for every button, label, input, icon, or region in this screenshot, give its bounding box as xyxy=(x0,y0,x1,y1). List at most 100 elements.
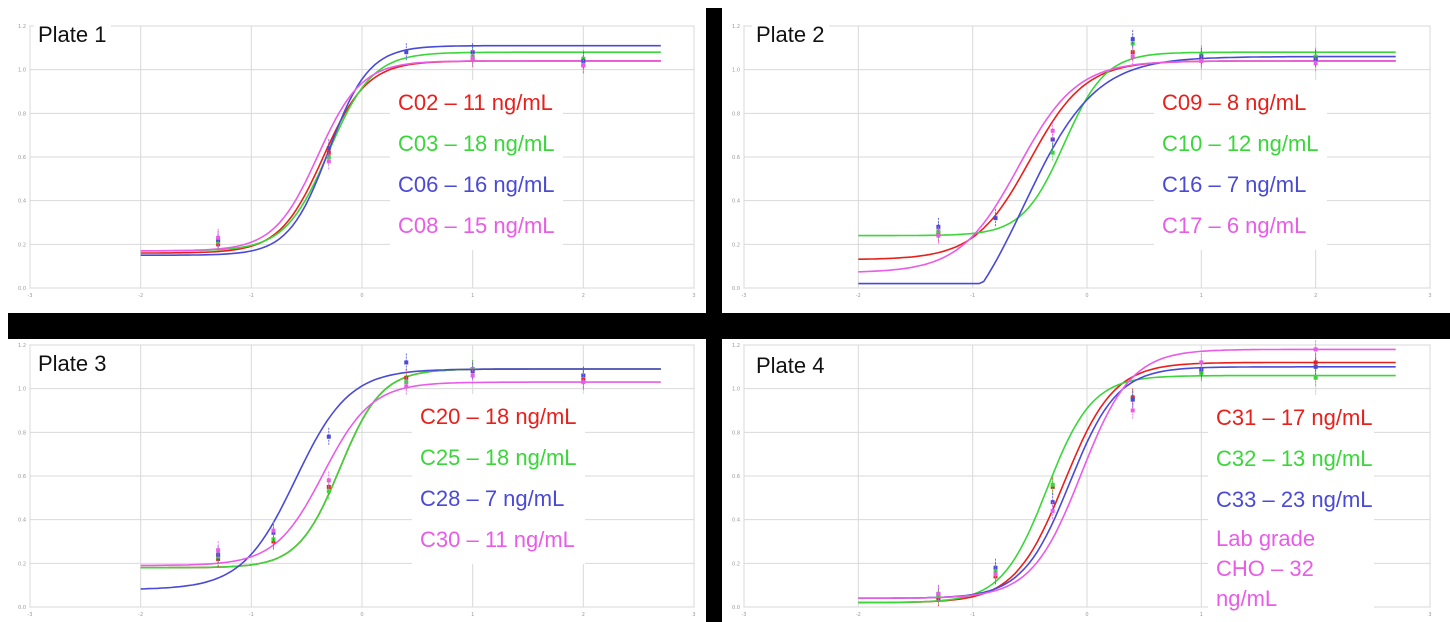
x-tick-label: 3 xyxy=(692,293,695,299)
fit-curve-series-2 xyxy=(140,51,661,252)
legend-item-c30: C30 – 11 ng/mL xyxy=(420,527,575,552)
data-point-series-3 xyxy=(1313,364,1318,369)
data-point-series-4 xyxy=(326,159,331,164)
y-tick-label: 1.2 xyxy=(732,24,740,30)
x-tick-label: -3 xyxy=(28,293,33,299)
data-point-series-2 xyxy=(1050,482,1055,487)
data-point-series-3 xyxy=(993,216,998,221)
plate-3-chart: -3 -2 -1 0 1 2 3 0.0 0.2 0.4 0.6 0.8 1.0 1.2 xyxy=(18,343,696,618)
data-point-series-4 xyxy=(470,56,475,61)
x-tick-label: -1 xyxy=(249,612,254,618)
y-tick-label: 0.6 xyxy=(732,155,740,161)
y-tick-label: 0.0 xyxy=(18,605,26,611)
fit-curve-series-3 xyxy=(140,44,661,256)
data-point-series-4 xyxy=(1050,508,1055,513)
y-tick-label: 0.4 xyxy=(18,199,26,205)
data-point-series-4 xyxy=(1130,408,1135,413)
plate-2-panel: -3 -2 -1 0 1 2 3 0.0 0.2 0.4 0.6 0.8 1.0 1.2 Plate 2 … xyxy=(722,8,1450,313)
data-point-series-4 xyxy=(271,528,276,533)
x-tick-label: -3 xyxy=(742,612,747,618)
legend-item-c08: C08 – 15 ng/mL xyxy=(398,213,555,238)
y-tick-label: 1.0 xyxy=(18,387,26,393)
plate-3-legend: C20 – 18 ng/mL C25 – 18 ng/mL C28 – 7 ng… xyxy=(412,394,585,564)
plate-1-chart: -3 -2 -1 0 1 2 3 0.0 0.2 0.4 0.6 0.8 1.0 1.2 xyxy=(18,24,696,299)
fit-curve-series-2 xyxy=(858,51,1396,237)
data-point-series-2 xyxy=(1050,150,1055,155)
y-tick-label: 0.2 xyxy=(732,242,740,248)
y-tick-label: 0.6 xyxy=(18,155,26,161)
y-tick-label: 0.4 xyxy=(732,518,740,524)
x-tick-label: -1 xyxy=(970,293,975,299)
data-point-series-3 xyxy=(326,146,331,151)
data-point-series-1 xyxy=(1050,484,1055,489)
data-point-series-4 xyxy=(1199,360,1204,365)
y-tick-label: 0.0 xyxy=(18,286,26,292)
legend-item-c02: C02 – 11 ng/mL xyxy=(398,90,553,115)
fit-curve-series-2 xyxy=(858,374,1396,604)
data-point-series-4 xyxy=(1130,54,1135,59)
x-tick-label: 0 xyxy=(1085,293,1088,299)
y-tick-label: 0.4 xyxy=(732,199,740,205)
data-point-series-4 xyxy=(936,591,941,596)
legend-item-lab-grade-cho: Lab grade CHO – 32 ng/mL xyxy=(1216,526,1316,611)
y-tick-label: 0.0 xyxy=(732,605,740,611)
x-tick-label: 1 xyxy=(471,293,474,299)
x-tick-label: -2 xyxy=(856,612,861,618)
legend-item-c32: C32 – 13 ng/mL xyxy=(1216,446,1373,471)
data-point-series-3 xyxy=(1050,137,1055,142)
y-tick-label: 0.8 xyxy=(18,111,26,117)
x-tick-label: 0 xyxy=(360,612,363,618)
x-tick-label: -1 xyxy=(249,293,254,299)
legend-item-c03: C03 – 18 ng/mL xyxy=(398,131,555,156)
legend-item-c28: C28 – 7 ng/mL xyxy=(420,486,565,511)
y-tick-label: 0.6 xyxy=(18,474,26,480)
data-point-series-3 xyxy=(1130,397,1135,402)
y-tick-label: 0.6 xyxy=(732,474,740,480)
x-tick-label: -2 xyxy=(856,293,861,299)
plate-1-title: Plate 1 xyxy=(34,22,111,48)
y-tick-label: 1.2 xyxy=(18,24,26,30)
legend-item-c33: C33 – 23 ng/mL xyxy=(1216,487,1373,512)
legend-item-c25: C25 – 18 ng/mL xyxy=(420,445,577,470)
fit-curve-series-3 xyxy=(858,55,1396,285)
y-tick-label: 1.0 xyxy=(732,68,740,74)
y-tick-label: 0.2 xyxy=(18,561,26,567)
x-tick-label: 0 xyxy=(1085,612,1088,618)
data-point-series-4 xyxy=(1050,128,1055,133)
plate-3-panel: -3 -2 -1 0 1 2 3 0.0 0.2 0.4 0.6 0.8 1.0 1.2 Plate 3 … xyxy=(8,339,706,622)
data-point-series-3 xyxy=(271,530,276,535)
fit-curve-series-4 xyxy=(140,381,661,567)
data-point-series-4 xyxy=(581,63,586,68)
y-tick-label: 0.2 xyxy=(18,242,26,248)
y-tick-label: 0.8 xyxy=(18,430,26,436)
y-tick-label: 1.0 xyxy=(732,387,740,393)
legend-item-c31: C31 – 17 ng/mL xyxy=(1216,405,1373,430)
plate-2-chart: -3 -2 -1 0 1 2 3 0.0 0.2 0.4 0.6 0.8 1.0 1.2 xyxy=(732,24,1432,299)
x-tick-label: 1 xyxy=(1200,293,1203,299)
y-tick-label: 1.2 xyxy=(732,343,740,349)
x-tick-label: 3 xyxy=(1428,293,1431,299)
data-point-series-4 xyxy=(216,548,221,553)
plate-1-panel: -3 -2 -1 0 1 2 3 0.0 0.2 0.4 0.6 0.8 1.0 1.2 Plate 1 … xyxy=(8,8,706,313)
data-point-series-2 xyxy=(936,594,941,599)
y-tick-label: 0.2 xyxy=(732,561,740,567)
data-point-series-4 xyxy=(404,384,409,389)
data-point-series-4 xyxy=(581,380,586,385)
data-point-series-3 xyxy=(326,434,331,439)
data-point-series-3 xyxy=(216,237,221,242)
plate-2-legend: C09 – 8 ng/mL C10 – 12 ng/mL C16 – 7 ng/… xyxy=(1154,80,1327,250)
y-tick-label: 1.0 xyxy=(18,68,26,74)
x-tick-label: 3 xyxy=(1428,612,1431,618)
x-tick-label: 2 xyxy=(582,293,585,299)
data-point-series-3 xyxy=(993,565,998,570)
plate-2-title: Plate 2 xyxy=(752,22,829,48)
y-tick-label: 0.8 xyxy=(732,111,740,117)
data-point-series-2 xyxy=(1313,375,1318,380)
y-tick-label: 0.0 xyxy=(732,286,740,292)
data-point-series-3 xyxy=(470,50,475,55)
data-point-series-4 xyxy=(1313,347,1318,352)
plate-4-legend: C31 – 17 ng/mL C32 – 13 ng/mL C33 – 23 n… xyxy=(1208,395,1374,618)
x-tick-label: -2 xyxy=(138,612,143,618)
x-tick-label: -2 xyxy=(138,293,143,299)
